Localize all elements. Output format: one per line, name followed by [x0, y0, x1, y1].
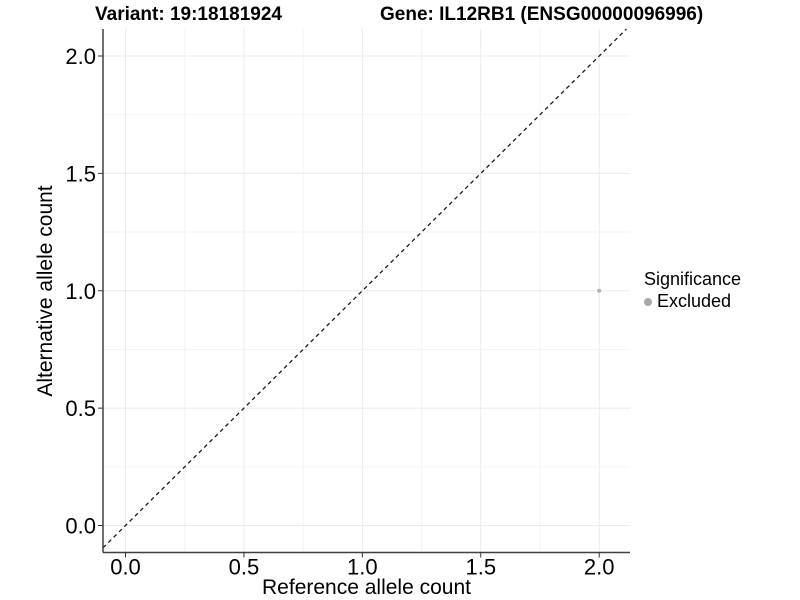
- plot-title-gene: Gene: IL12RB1 (ENSG00000096996): [380, 4, 704, 25]
- y-tick-label: 0.0: [65, 514, 96, 539]
- plot-title-variant: Variant: 19:18181924: [95, 4, 282, 25]
- legend: Significance Excluded: [644, 269, 741, 312]
- y-axis-title: Alternative allele count: [34, 185, 57, 397]
- legend-title: Significance: [644, 269, 742, 289]
- x-tick-label: 0.0: [110, 555, 141, 580]
- x-axis-title: Reference allele count: [262, 576, 471, 599]
- legend-item-label: Excluded: [657, 291, 732, 311]
- legend-key-dot-icon: [644, 297, 652, 306]
- y-tick-label: 1.5: [65, 161, 96, 186]
- legend-item-excluded: Excluded: [644, 291, 741, 312]
- x-tick-label: 2.0: [584, 555, 615, 580]
- x-tick-label: 0.5: [229, 555, 260, 580]
- y-tick-label: 1.0: [65, 279, 96, 304]
- x-tick-label: 1.5: [465, 555, 496, 580]
- x-tick-label: 1.0: [347, 555, 378, 580]
- y-tick-label: 0.5: [65, 396, 96, 421]
- data-point: [597, 288, 602, 293]
- identity-dashed-line: [102, 28, 627, 549]
- y-tick-label: 2.0: [65, 44, 96, 69]
